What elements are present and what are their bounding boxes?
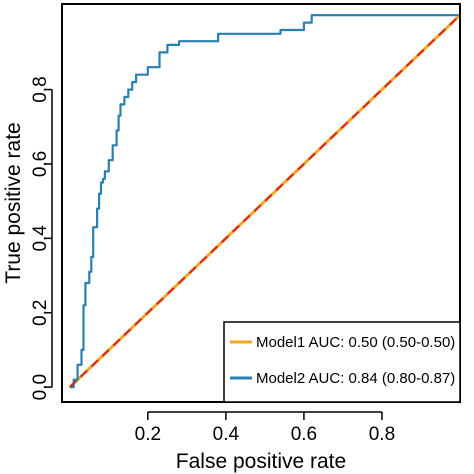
y-tick-label: 0.4 — [30, 225, 51, 252]
x-axis: 0.2 0.4 0.6 0.8 — [135, 411, 395, 445]
series-line-model2 — [69, 14, 460, 389]
y-tick-label: 0.6 — [30, 151, 51, 177]
y-axis-label: True positive rate — [2, 122, 25, 283]
x-axis-label: False positive rate — [176, 450, 346, 473]
series-line-model1 — [68, 14, 462, 389]
y-tick-label: 0.8 — [30, 76, 51, 102]
x-tick-label: 0.6 — [291, 424, 317, 445]
x-tick-label: 0.4 — [213, 424, 240, 445]
legend: Model1 AUC: 0.50 (0.50-0.50) Model2 AUC: … — [223, 321, 461, 403]
y-axis: 0.0 0.2 0.4 0.6 0.8 — [30, 76, 53, 400]
legend-label-model2: Model2 AUC: 0.84 (0.80-0.87) — [256, 370, 455, 387]
y-tick-label: 0.2 — [30, 300, 51, 326]
x-tick-label: 0.2 — [135, 424, 161, 445]
legend-box — [223, 321, 461, 403]
legend-label-model1: Model1 AUC: 0.50 (0.50-0.50) — [256, 334, 455, 351]
plot-curves — [68, 14, 462, 389]
x-tick-label: 0.8 — [369, 424, 395, 445]
y-tick-label: 0.0 — [30, 374, 51, 400]
